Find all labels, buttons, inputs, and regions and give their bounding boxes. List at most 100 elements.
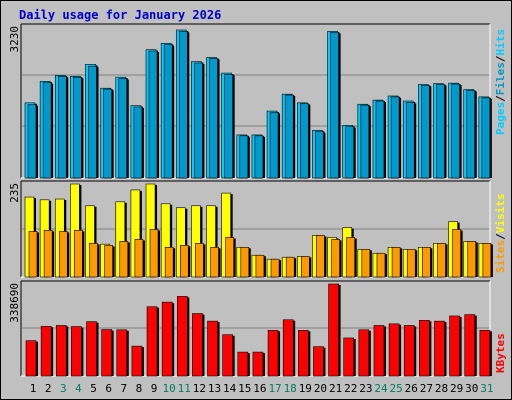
files-bar-27 [421, 85, 430, 179]
x-tick-label-11: 11 [178, 382, 191, 395]
x-tick-label-13: 13 [208, 382, 221, 395]
x-tick-label-26: 26 [405, 382, 418, 395]
x-tick-label-8: 8 [136, 382, 143, 395]
sites-bar-27 [422, 247, 431, 278]
x-tick-label-6: 6 [105, 382, 112, 395]
kbytes-bar-8 [131, 345, 143, 377]
sites-bar-30 [467, 241, 477, 278]
sites-bar-24 [376, 252, 386, 278]
kbytes-bar-16 [252, 351, 264, 377]
files-bar-2 [42, 82, 52, 179]
kbytes-bar-19 [298, 330, 309, 377]
x-tick-label-12: 12 [193, 382, 206, 395]
kbytes-bar-30 [464, 314, 476, 377]
x-tick-label-27: 27 [420, 382, 433, 395]
y-max-label-1: 3230 [8, 26, 21, 53]
kbytes-bar-31 [479, 330, 491, 377]
sites-bar-4 [74, 230, 83, 278]
kbytes-bar-18 [282, 319, 294, 377]
kbytes-bar-29 [449, 315, 460, 377]
kbytes-bar-22 [343, 337, 355, 377]
kbytes-bar-28 [434, 320, 445, 377]
files-bar-17 [269, 112, 279, 179]
sites-bar-3 [58, 231, 68, 278]
x-tick-label-18: 18 [284, 382, 297, 395]
sites-bar-17 [270, 258, 280, 278]
files-bar-13 [209, 58, 218, 179]
sites-bar-10 [164, 247, 174, 278]
sites-bar-2 [43, 230, 53, 278]
sites-bar-1 [28, 231, 38, 278]
kbytes-bar-10 [161, 301, 173, 377]
files-bar-6 [103, 88, 112, 179]
files-bar-31 [481, 97, 491, 179]
files-bar-9 [148, 50, 158, 179]
kbytes-bar-4 [71, 326, 82, 377]
legend-visits-sites: Sites/Visits [494, 194, 507, 274]
sites-bar-16 [255, 254, 265, 278]
kbytes-bar-20 [313, 346, 324, 377]
chart-title: Daily usage for January 2026 [19, 8, 221, 22]
sites-bar-15 [240, 247, 250, 278]
kbytes-bar-5 [86, 321, 97, 377]
x-tick-label-14: 14 [223, 382, 237, 395]
kbytes-bar-7 [116, 329, 128, 377]
x-tick-label-7: 7 [120, 382, 127, 395]
sites-bar-31 [482, 243, 492, 278]
sites-bar-28 [437, 243, 446, 278]
y-max-label-2: 235 [8, 183, 21, 203]
x-tick-label-3: 3 [60, 382, 67, 395]
chart-panels: 3230235338690Pages/Files/HitsSites/Visit… [8, 23, 507, 395]
x-tick-label-5: 5 [90, 382, 97, 395]
sites-bar-25 [391, 247, 401, 278]
sites-bar-8 [134, 239, 144, 278]
files-bar-15 [239, 135, 249, 179]
sites-bar-9 [149, 229, 159, 278]
sites-bar-13 [210, 247, 219, 278]
sites-bar-23 [361, 248, 371, 278]
files-bar-16 [254, 135, 264, 179]
kbytes-bar-3 [55, 325, 67, 377]
files-bar-25 [390, 96, 400, 179]
x-tick-label-24: 24 [374, 382, 388, 395]
files-bar-4 [73, 76, 82, 179]
kbytes-bar-12 [192, 313, 203, 377]
kbytes-bar-11 [176, 296, 188, 377]
y-max-label-3: 338690 [8, 283, 21, 323]
kbytes-bar-25 [388, 323, 400, 377]
kbytes-bar-21 [328, 283, 339, 377]
files-bar-18 [284, 94, 294, 179]
x-tick-label-1: 1 [30, 382, 37, 395]
files-bar-26 [405, 102, 415, 179]
sites-bar-18 [285, 256, 295, 278]
files-bar-19 [300, 103, 309, 179]
sites-bar-19 [301, 256, 310, 278]
sites-bar-26 [406, 248, 416, 278]
x-tick-label-30: 30 [465, 382, 478, 395]
files-bar-22 [345, 126, 355, 179]
files-bar-29 [451, 83, 460, 179]
files-bar-20 [315, 131, 324, 179]
kbytes-bar-27 [419, 320, 430, 377]
sites-bar-14 [225, 237, 234, 278]
x-tick-label-21: 21 [329, 382, 342, 395]
kbytes-bar-26 [403, 325, 415, 377]
x-tick-label-9: 9 [151, 382, 158, 395]
files-bar-30 [466, 90, 476, 179]
x-tick-label-31: 31 [480, 382, 493, 395]
x-tick-label-19: 19 [299, 382, 312, 395]
x-tick-label-23: 23 [359, 382, 372, 395]
kbytes-bar-1 [25, 340, 37, 377]
files-bar-21 [330, 31, 339, 179]
kbytes-bar-9 [146, 306, 158, 377]
kbytes-bar-6 [101, 329, 112, 377]
kbytes-bar-2 [40, 325, 52, 377]
files-bar-11 [178, 31, 188, 179]
files-bar-23 [360, 104, 370, 179]
files-bar-14 [224, 74, 233, 179]
files-bar-5 [88, 65, 97, 179]
x-tick-label-22: 22 [344, 382, 357, 395]
sites-bar-5 [89, 243, 98, 278]
files-bar-1 [27, 104, 37, 179]
